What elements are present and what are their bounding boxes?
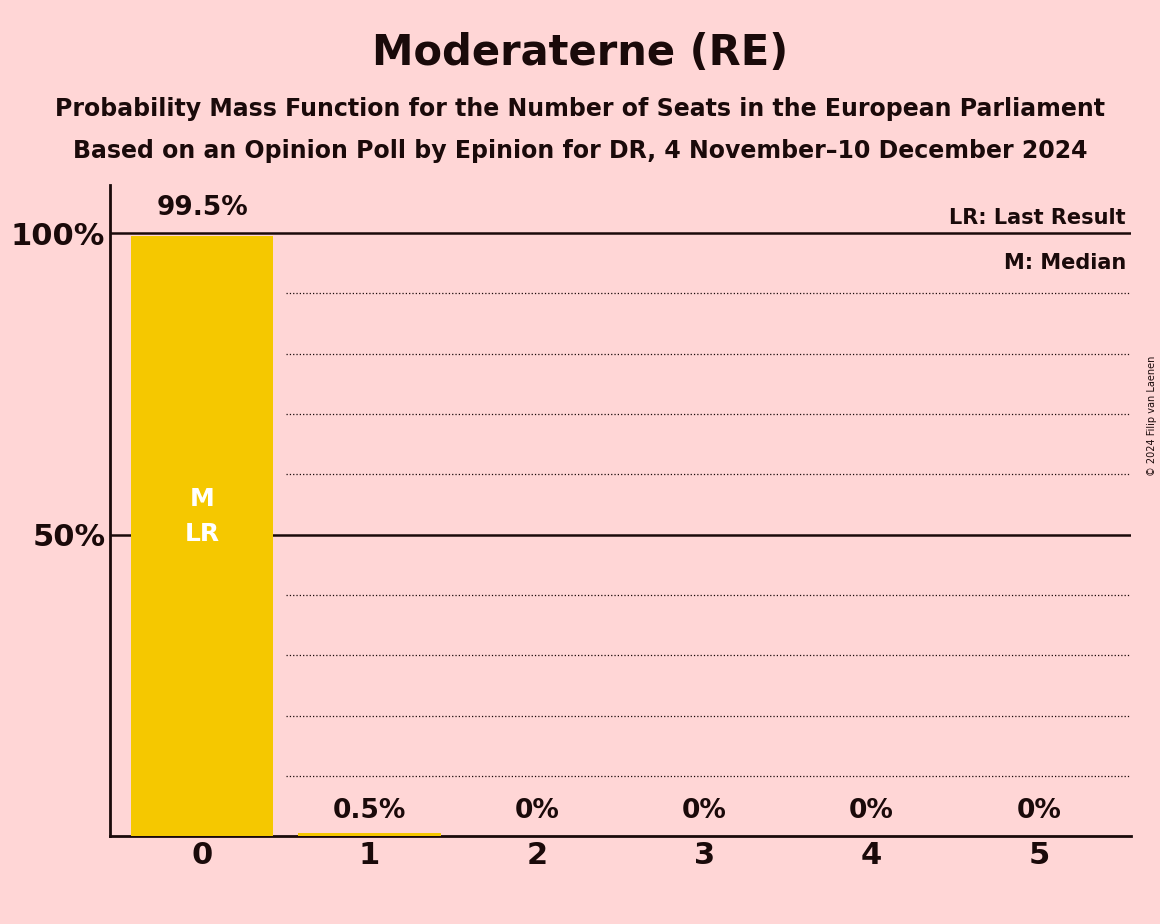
Text: Based on an Opinion Poll by Epinion for DR, 4 November–10 December 2024: Based on an Opinion Poll by Epinion for …: [73, 139, 1087, 163]
Bar: [298, 833, 441, 836]
Text: 0%: 0%: [849, 798, 894, 824]
Text: 0%: 0%: [1016, 798, 1061, 824]
Text: 0.5%: 0.5%: [333, 798, 406, 824]
Text: M
LR: M LR: [184, 487, 219, 546]
Text: 0%: 0%: [515, 798, 559, 824]
Text: LR: Last Result: LR: Last Result: [949, 208, 1126, 227]
Text: 99.5%: 99.5%: [157, 195, 248, 221]
Bar: [131, 236, 274, 836]
Text: © 2024 Filip van Laenen: © 2024 Filip van Laenen: [1147, 356, 1157, 476]
Text: Moderaterne (RE): Moderaterne (RE): [372, 32, 788, 74]
Text: 0%: 0%: [682, 798, 726, 824]
Text: Probability Mass Function for the Number of Seats in the European Parliament: Probability Mass Function for the Number…: [55, 97, 1105, 121]
Text: M: Median: M: Median: [1003, 253, 1126, 274]
